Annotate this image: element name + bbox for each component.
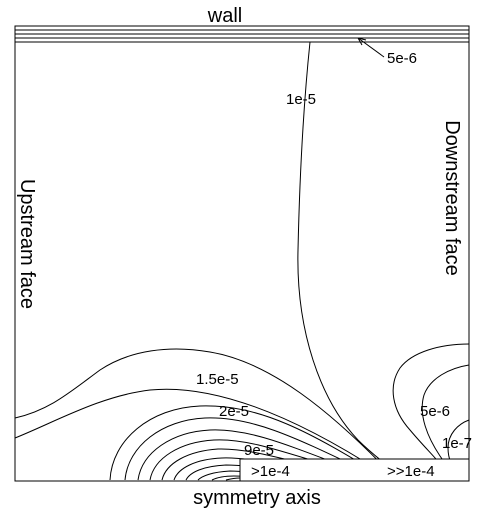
high-value-region-box: [239, 458, 470, 482]
contour-label-5e-6-right: 5e-6: [420, 403, 450, 420]
contour-label-1e-5: 1e-5: [286, 91, 316, 108]
wall-label: wall: [207, 5, 242, 27]
region-label-gt-1e-4: >1e-4: [251, 463, 290, 480]
wall-boundary-lines: [15, 29, 469, 43]
upstream-face-label: Upstream face: [16, 179, 38, 309]
contour-1e-5: [297, 41, 403, 479]
region-label-ggt-1e-4: >>1e-4: [387, 463, 435, 480]
symmetry-axis-label: symmetry axis: [193, 487, 321, 509]
stagnation-contours: [14, 388, 391, 481]
contour-label-1e-7: 1e-7: [442, 435, 472, 452]
contour-label-1-5e-5: 1.5e-5: [196, 371, 239, 388]
contour-label-9e-5: 9e-5: [244, 442, 274, 459]
pointer-arrow-5e-6: [357, 37, 385, 58]
contour-1-5e-5: [14, 348, 396, 479]
contour-label-5e-6-top: 5e-6: [387, 50, 417, 67]
downstream-face-label: Downstream face: [441, 120, 463, 276]
contour-label-2e-5: 2e-5: [219, 403, 249, 420]
